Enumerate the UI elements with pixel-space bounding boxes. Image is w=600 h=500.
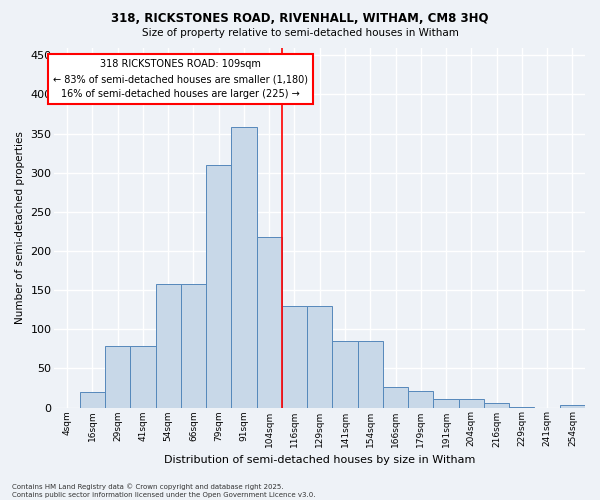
Bar (358, 341, 383, 407)
Bar (206, 165, 232, 408)
Bar (458, 399, 484, 407)
Y-axis label: Number of semi-detached properties: Number of semi-detached properties (15, 131, 25, 324)
Bar (383, 387, 408, 407)
Bar (282, 306, 307, 408)
Text: 318, RICKSTONES ROAD, RIVENHALL, WITHAM, CM8 3HQ: 318, RICKSTONES ROAD, RIVENHALL, WITHAM,… (111, 12, 489, 26)
Text: Contains HM Land Registry data © Crown copyright and database right 2025.
Contai: Contains HM Land Registry data © Crown c… (12, 483, 316, 498)
Text: 318 RICKSTONES ROAD: 109sqm
← 83% of semi-detached houses are smaller (1,180)
16: 318 RICKSTONES ROAD: 109sqm ← 83% of sem… (53, 59, 308, 99)
Bar (155, 284, 181, 408)
Bar (181, 284, 206, 408)
Bar (408, 391, 433, 407)
Bar (560, 405, 585, 407)
Bar (257, 237, 282, 408)
Text: Size of property relative to semi-detached houses in Witham: Size of property relative to semi-detach… (142, 28, 458, 38)
Bar (332, 341, 358, 407)
Bar (130, 346, 155, 408)
Bar (105, 346, 130, 408)
Bar (80, 392, 105, 407)
Bar (307, 306, 332, 408)
Bar (484, 403, 509, 407)
X-axis label: Distribution of semi-detached houses by size in Witham: Distribution of semi-detached houses by … (164, 455, 475, 465)
Bar (509, 406, 535, 408)
Bar (433, 399, 458, 407)
Bar (232, 128, 257, 407)
